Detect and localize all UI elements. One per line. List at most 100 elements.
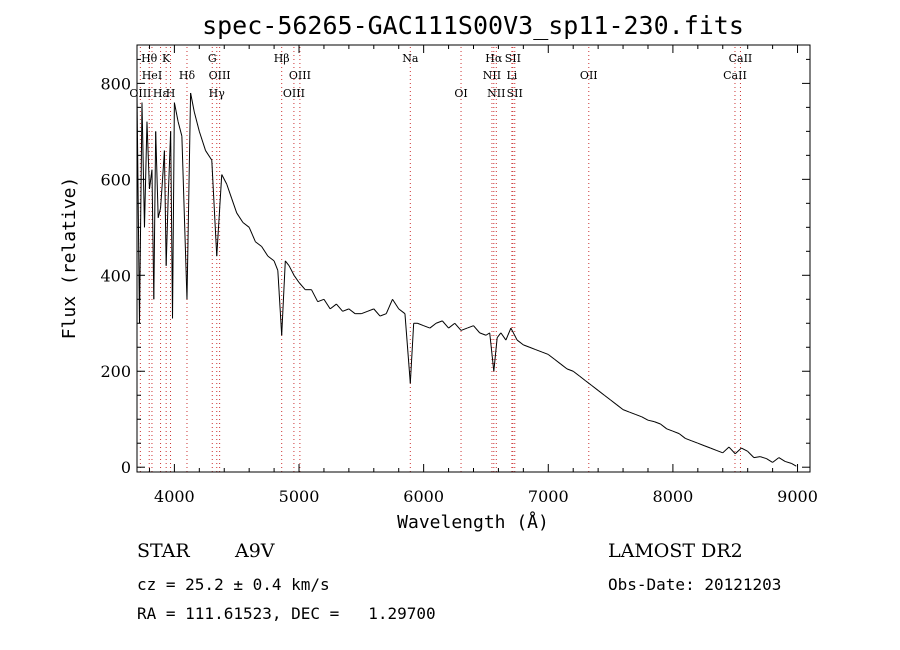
trace-segment-72	[479, 332, 487, 336]
line-label-10: Hβ	[274, 52, 290, 65]
trace-segment-60	[409, 323, 415, 384]
line-label-8: OIII	[209, 69, 231, 82]
trace-segment-56	[385, 299, 393, 314]
line-label-23: CaII	[723, 69, 747, 82]
trace-segment-27	[221, 174, 228, 185]
trace-segment-39	[284, 260, 290, 267]
trace-segment-114	[728, 446, 736, 455]
trace-segment-20	[186, 92, 192, 300]
trace-segment-7	[153, 131, 157, 300]
trace-segment-71	[473, 325, 481, 334]
trace-segment-83	[535, 349, 543, 353]
trace-segment-52	[361, 310, 368, 315]
trace-segment-9	[157, 208, 162, 218]
x-tick-label-5: 9000	[777, 487, 818, 506]
line-label-9: Hγ	[209, 87, 226, 100]
trace-segment-50	[348, 308, 356, 315]
trace-segment-112	[716, 449, 723, 454]
trace-segment-3	[143, 121, 148, 228]
line-label-17: NII	[483, 69, 501, 82]
trace-segment-69	[460, 327, 468, 331]
x-axis-ticks: 4000 5000 6000 7000 8000 9000	[148, 45, 818, 506]
object-type: STAR	[137, 540, 190, 562]
trace-segment-48	[336, 303, 344, 312]
trace-segment-122	[778, 457, 786, 462]
x-tick-label-2: 6000	[403, 487, 444, 506]
trace-segment-79	[510, 327, 518, 341]
trace-segment-94	[604, 394, 611, 401]
plot-frame	[136, 44, 811, 473]
trace-segment-59	[404, 313, 411, 384]
trace-segment-108	[691, 440, 699, 444]
trace-segment-40	[288, 265, 295, 276]
line-label-0: Hθ	[141, 52, 158, 65]
trace-segment-107	[685, 437, 692, 442]
y-tick-label-0: 0	[121, 458, 131, 477]
trace-segment-26	[216, 174, 223, 257]
y-tick-label-2: 400	[100, 266, 131, 285]
spectral-line-markers	[139, 47, 741, 472]
trace-segment-33	[255, 241, 262, 247]
trace-segment-1	[138, 102, 143, 324]
trace-segment-73	[485, 332, 490, 336]
trace-segment-21	[190, 92, 195, 113]
x-tick-label-0: 4000	[154, 487, 195, 506]
trace-segment-92	[591, 385, 599, 391]
x-axis-label: Wavelength (Å)	[397, 511, 549, 533]
trace-segment-32	[248, 227, 256, 242]
trace-segment-78	[505, 327, 512, 341]
trace-segment-37	[277, 270, 283, 336]
line-label-14: OI	[454, 87, 467, 100]
trace-segment-16	[172, 102, 175, 319]
trace-segment-23	[198, 131, 207, 151]
trace-segment-46	[323, 299, 331, 310]
line-label-7: G	[208, 52, 217, 65]
trace-segment-30	[236, 212, 244, 223]
y-axis-ticks: 0 200 400 600 800	[100, 58, 810, 477]
line-label-12: OIII	[283, 87, 305, 100]
y-axis-label: Flux (relative)	[59, 177, 80, 340]
trace-segment-115	[734, 447, 742, 455]
trace-segment-113	[722, 446, 730, 454]
trace-segment-22	[193, 112, 200, 132]
trace-segment-76	[496, 332, 502, 338]
trace-segment-67	[448, 322, 456, 329]
line-label-22: CaII	[729, 52, 753, 65]
trace-segment-62	[417, 322, 424, 327]
trace-segment-63	[423, 325, 431, 329]
trace-segment-75	[493, 337, 498, 372]
line-label-1: OIII	[129, 87, 151, 100]
trace-segment-103	[660, 423, 667, 430]
trace-segment-117	[747, 451, 755, 458]
trace-segment-47	[329, 303, 337, 310]
trace-segment-53	[367, 308, 374, 312]
trace-segment-17	[173, 102, 179, 122]
trace-segment-4	[146, 121, 150, 189]
trace-segment-68	[454, 322, 462, 331]
trace-segment-89	[572, 370, 580, 377]
trace-segment-104	[666, 428, 674, 432]
line-label-3: Hε	[153, 87, 169, 100]
spectrum-trace	[136, 92, 797, 467]
trace-segment-97	[622, 409, 630, 413]
trace-segment-13	[165, 198, 169, 266]
trace-segment-98	[629, 411, 636, 415]
trace-segment-120	[766, 458, 773, 463]
trace-segment-64	[429, 322, 437, 329]
trace-segment-2	[141, 102, 145, 228]
chart-title: spec-56265-GAC111S00V3_sp11-230.fits	[202, 11, 744, 40]
trace-segment-34	[261, 246, 269, 257]
trace-segment-90	[579, 375, 586, 382]
trace-segment-29	[231, 198, 238, 214]
y-tick-label-4: 800	[100, 74, 131, 93]
trace-segment-18	[177, 121, 183, 137]
line-label-2: HeI	[142, 69, 162, 82]
trace-segment-35	[267, 255, 275, 262]
redshift-text: cz = 25.2 ± 0.4 km/s	[137, 575, 330, 594]
trace-segment-28	[226, 183, 233, 199]
trace-segment-91	[585, 380, 593, 387]
spectral-subclass: A9V	[235, 540, 275, 562]
x-tick-label-3: 7000	[528, 487, 569, 506]
trace-segment-111	[710, 447, 717, 451]
